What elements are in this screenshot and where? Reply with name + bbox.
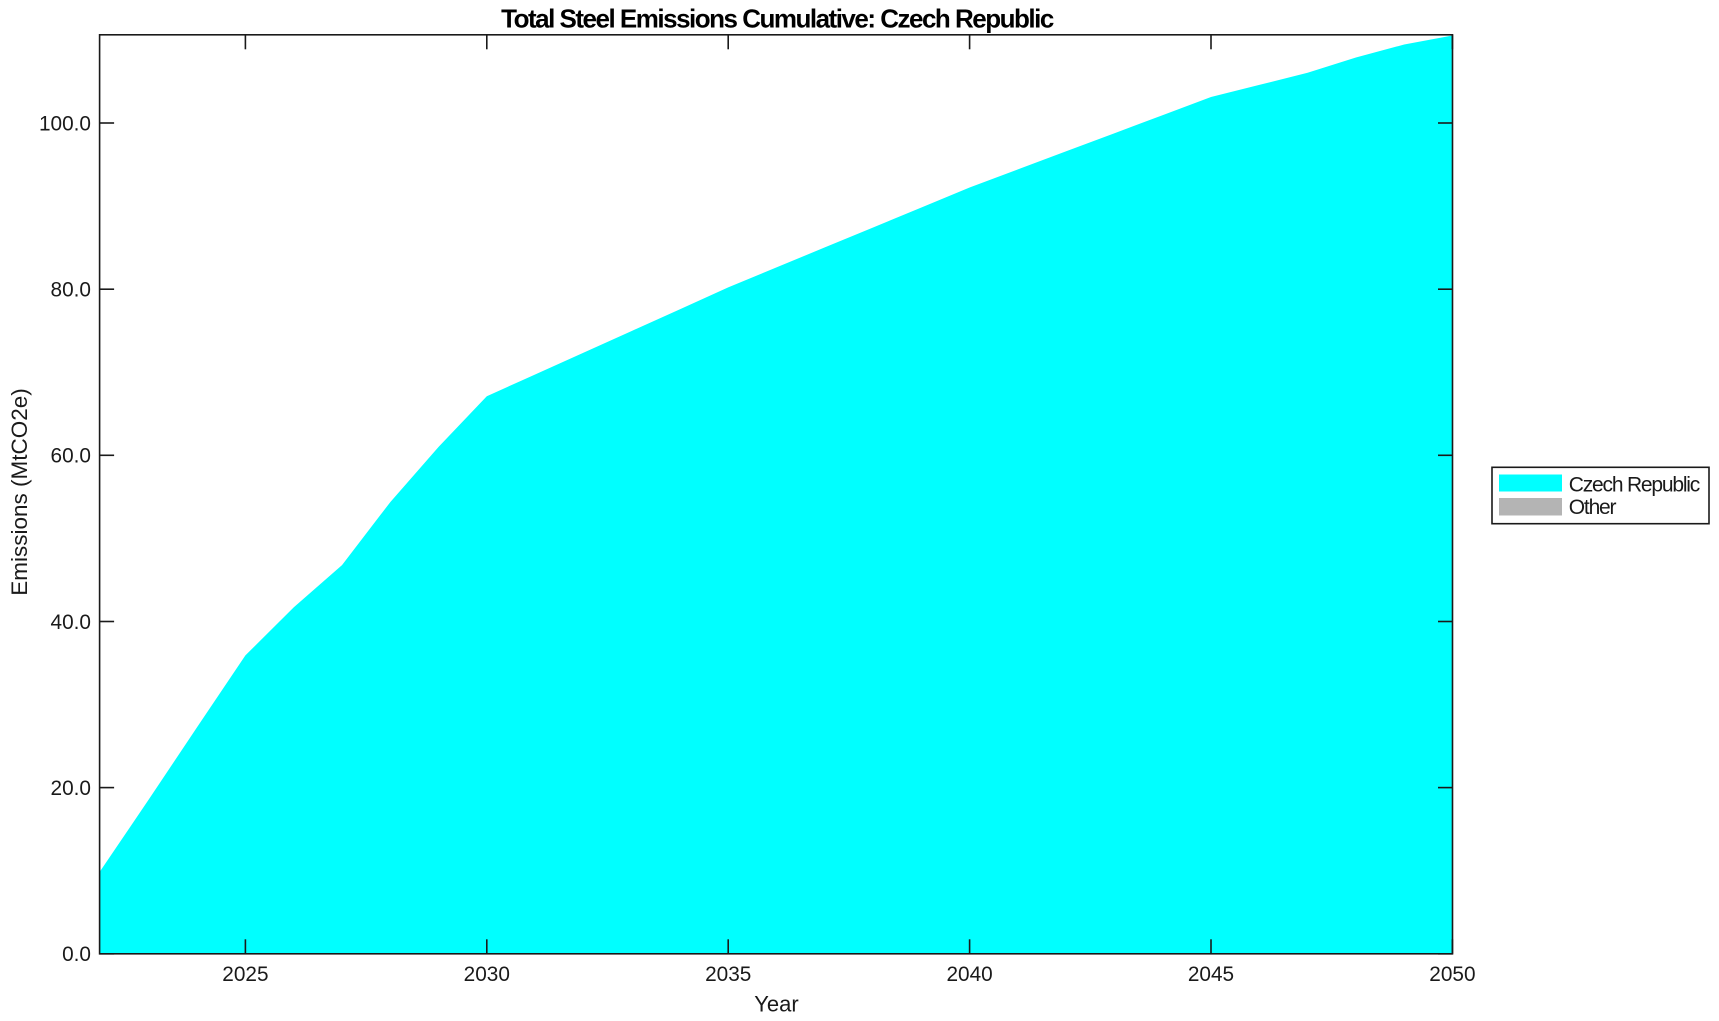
- svg-text:80.0: 80.0: [51, 279, 91, 302]
- svg-text:0.0: 0.0: [62, 943, 91, 966]
- svg-text:40.0: 40.0: [51, 611, 91, 634]
- svg-text:60.0: 60.0: [51, 445, 91, 468]
- svg-text:2035: 2035: [705, 963, 751, 986]
- svg-text:20.0: 20.0: [51, 777, 91, 800]
- svg-text:Czech Republic: Czech Republic: [1569, 473, 1700, 496]
- svg-text:2050: 2050: [1429, 963, 1475, 986]
- svg-text:Other: Other: [1569, 496, 1617, 519]
- svg-text:2040: 2040: [946, 963, 992, 986]
- svg-text:100.0: 100.0: [39, 112, 91, 135]
- svg-text:2045: 2045: [1188, 963, 1234, 986]
- svg-text:Emissions (MtCO2e): Emissions (MtCO2e): [7, 388, 32, 596]
- svg-text:Year: Year: [754, 991, 798, 1016]
- svg-text:2030: 2030: [464, 963, 510, 986]
- svg-text:Total Steel Emissions Cumulati: Total Steel Emissions Cumulative: Czech …: [501, 4, 1054, 34]
- svg-text:2025: 2025: [222, 963, 268, 986]
